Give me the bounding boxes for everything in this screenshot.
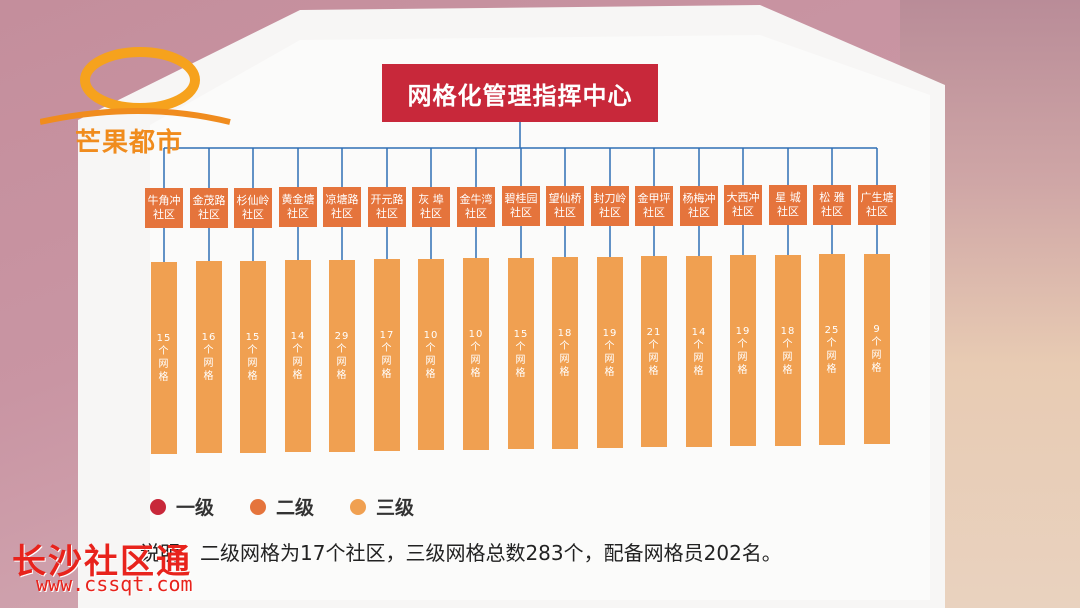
grid-count-bar: 17 个 网 格 [374,259,400,451]
community-node: 开元路 社区 [368,187,406,227]
community-node: 牛角冲 社区 [145,188,183,228]
community-node: 凉塘路 社区 [323,187,361,227]
community-node: 金牛湾 社区 [457,187,495,227]
grid-count-bar: 21 个 网 格 [641,256,667,447]
community-node: 金甲坪 社区 [635,186,673,226]
grid-count-label: 19 个 网 格 [735,325,751,376]
grid-count-bar: 9 个 网 格 [864,254,890,444]
grid-count-bar: 19 个 网 格 [597,257,623,448]
channel-logo-text: 芒果都市 [75,128,184,158]
grid-count-label: 15 个 网 格 [156,333,172,383]
summary-text: 说明：二级网格为17个社区，三级网格总数283个，配备网格员202名。 [140,541,782,565]
grid-count-bar: 16 个 网 格 [196,261,222,453]
grid-count-label: 21 个 网 格 [646,326,662,377]
grid-count-bar: 18 个 网 格 [552,257,578,449]
legend-label-level-2: 二级 [276,497,315,519]
grid-count-label: 9 个 网 格 [871,324,883,374]
grid-count-label: 10 个 网 格 [468,329,484,379]
legend-label-level-1: 一级 [176,497,215,519]
community-node: 广生塘 社区 [858,185,896,225]
grid-count-label: 29 个 网 格 [334,331,350,381]
grid-count-label: 15 个 网 格 [245,332,261,382]
community-node: 松 雅 社区 [813,185,851,225]
grid-count-bar: 14 个 网 格 [686,256,712,447]
grid-count-label: 16 个 网 格 [201,332,217,382]
community-node: 灰 埠 社区 [412,187,450,227]
grid-count-bar: 15 个 网 格 [240,261,266,453]
legend-label-level-3: 三级 [376,497,415,519]
community-node: 杨梅冲 社区 [680,186,718,226]
grid-count-bar: 19 个 网 格 [730,255,756,446]
grid-count-label: 19 个 网 格 [602,327,618,378]
legend-dot-level-2 [250,498,266,515]
grid-count-bar: 15 个 网 格 [151,262,177,454]
command-center-title: 网格化管理指挥中心 [382,64,658,122]
grid-count-bar: 18 个 网 格 [775,255,801,446]
watermark-url: www.cssqt.com [36,572,193,596]
grid-count-bar: 29 个 网 格 [329,260,355,452]
legend-dot-level-3 [350,498,366,515]
legend-dot-level-1 [150,498,166,515]
grid-count-label: 18 个 网 格 [557,328,573,378]
community-node: 望仙桥 社区 [546,186,584,226]
grid-count-bar: 10 个 网 格 [418,259,444,450]
grid-count-label: 14 个 网 格 [691,326,707,377]
watermark-name: 长沙社区通 [12,542,192,582]
legend-level-3: 三级 [350,493,414,520]
grid-count-label: 15 个 网 格 [513,328,529,379]
community-node: 封刀岭 社区 [591,186,629,226]
grid-count-bar: 25 个 网 格 [819,254,845,445]
grid-count-bar: 10 个 网 格 [463,258,489,450]
legend-level-2: 二级 [250,493,314,520]
community-node: 大西冲 社区 [724,185,762,225]
grid-count-bar: 15 个 网 格 [508,258,534,449]
grid-count-bar: 14 个 网 格 [285,260,311,452]
community-node: 金茂路 社区 [190,188,228,228]
community-node: 星 城 社区 [769,185,807,225]
grid-count-label: 18 个 网 格 [780,325,796,376]
grid-count-label: 10 个 网 格 [423,329,439,380]
grid-count-label: 14 个 网 格 [290,331,306,381]
grid-count-label: 25 个 网 格 [824,324,840,375]
legend-level-1: 一级 [150,493,214,520]
mango-logo-icon [40,47,231,125]
grid-count-label: 17 个 网 格 [379,330,395,380]
community-node: 杉仙岭 社区 [234,188,272,228]
community-node: 碧桂园 社区 [502,186,540,226]
community-node: 黄金塘 社区 [279,187,317,227]
